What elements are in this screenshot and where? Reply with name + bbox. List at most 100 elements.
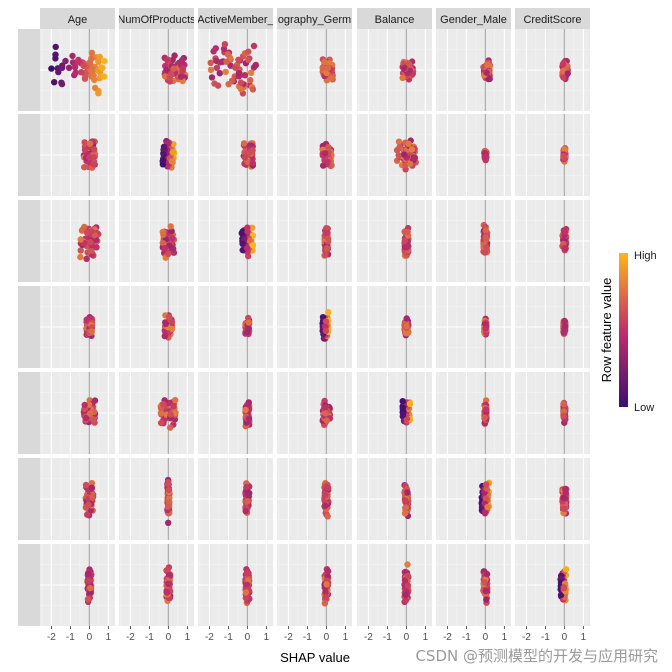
legend-high-label: High (634, 250, 657, 262)
panel-r2-c5 (357, 114, 432, 196)
panel-r1-c1 (40, 29, 115, 111)
shap-point (560, 585, 568, 592)
x-axis-2: -2 -1 0 1 (126, 626, 191, 643)
panel-r7-c4 (277, 544, 352, 626)
shap-point (72, 69, 79, 76)
shap-point (561, 505, 568, 512)
shap-point (95, 90, 102, 97)
shap-point (560, 494, 567, 501)
shap-point (62, 57, 69, 65)
x-tick-label: -2 (284, 632, 293, 643)
shap-point (208, 74, 216, 81)
shap-point (91, 154, 98, 161)
shap-point (239, 229, 246, 236)
column-strip-label: Age (68, 14, 88, 26)
shap-point (560, 152, 567, 160)
shap-point (323, 245, 330, 252)
shap-point (482, 587, 489, 595)
shap-point (88, 484, 96, 491)
shap-point (85, 501, 92, 508)
shap-point (172, 396, 179, 404)
shap-point (250, 42, 258, 50)
shap-point (484, 503, 491, 511)
panel-r1-c6 (436, 29, 511, 111)
shap-point (86, 154, 93, 161)
x-tick-label: 0 (404, 632, 410, 643)
shap-point (77, 253, 84, 261)
x-tick-label: -1 (383, 632, 392, 643)
shap-point (65, 64, 73, 72)
shap-point (221, 41, 229, 48)
panel-r7-c2 (119, 544, 194, 626)
shap-point (207, 66, 215, 74)
shap-point (235, 56, 242, 63)
shap-point (48, 65, 55, 72)
x-tick-label: -1 (462, 632, 471, 643)
shap-point (225, 81, 232, 88)
shap-point (81, 75, 89, 82)
panel-r3-c4 (277, 200, 352, 282)
shap-point (245, 56, 252, 64)
shap-point (559, 60, 567, 68)
shap-point (51, 79, 58, 86)
shap-point (164, 56, 171, 64)
x-axis-4: -2 -1 0 1 (284, 626, 349, 643)
panel-r6-c6 (436, 458, 511, 540)
shap-point (243, 483, 250, 491)
panel-r5-c6 (436, 372, 511, 454)
shap-point (101, 57, 108, 65)
panel-r1-c3 (198, 29, 273, 111)
shap-point (322, 150, 329, 157)
shap-point (324, 235, 332, 242)
panel-r3-c5 (357, 200, 432, 282)
shap-point (481, 414, 488, 422)
shap-point (404, 489, 411, 496)
shap-point (95, 58, 102, 65)
shap-point (399, 398, 406, 405)
shap-point (483, 596, 490, 603)
x-tick-label: 1 (343, 632, 349, 643)
shap-point (164, 480, 172, 488)
x-tick-label: -2 (443, 632, 452, 643)
shap-point (163, 66, 170, 74)
shap-point (89, 493, 96, 500)
shap-point (399, 74, 406, 82)
x-tick-label: -1 (145, 632, 154, 643)
panel-r7-c5 (357, 544, 432, 626)
shap-point (169, 235, 176, 242)
x-tick-label: -2 (364, 632, 373, 643)
shap-point (405, 60, 413, 68)
facet-strips: Age NumOfProducts ActiveMember_ ography_Ger… (18, 8, 590, 626)
panel-r4-c1 (40, 286, 115, 368)
x-tick-label: 1 (502, 632, 508, 643)
shap-point (58, 64, 66, 72)
shap-point (404, 228, 411, 236)
shap-point (483, 406, 490, 413)
shap-point (99, 64, 106, 72)
shap-point (323, 484, 330, 491)
shap-point (243, 594, 250, 601)
shap-point (69, 52, 76, 60)
panel-r5-c4 (277, 372, 352, 454)
panel-r3-c6 (436, 200, 511, 282)
shap-point (395, 138, 403, 145)
x-axis-6: -2 -1 0 1 (443, 626, 508, 643)
x-axes: -2 -1 0 1 -2 -1 0 1 -2 -1 0 1 -2 -1 0 1 -2 -1 0 1 -2 -1 0 1 -2 -1… (47, 626, 587, 643)
x-tick-label: 1 (185, 632, 191, 643)
x-tick-label: -1 (66, 632, 75, 643)
panel-r2-c1 (40, 114, 115, 196)
shap-point (216, 70, 223, 77)
shap-point (319, 64, 327, 72)
shap-point (406, 400, 414, 407)
shap-point (179, 65, 186, 72)
shap-point (89, 68, 96, 76)
shap-point (69, 59, 77, 66)
shap-point (562, 245, 569, 252)
shap-point (403, 315, 410, 322)
shap-point (406, 67, 414, 74)
shap-point (322, 404, 329, 411)
shap-point (247, 77, 254, 84)
shap-point (52, 55, 59, 62)
shap-point (322, 318, 330, 325)
